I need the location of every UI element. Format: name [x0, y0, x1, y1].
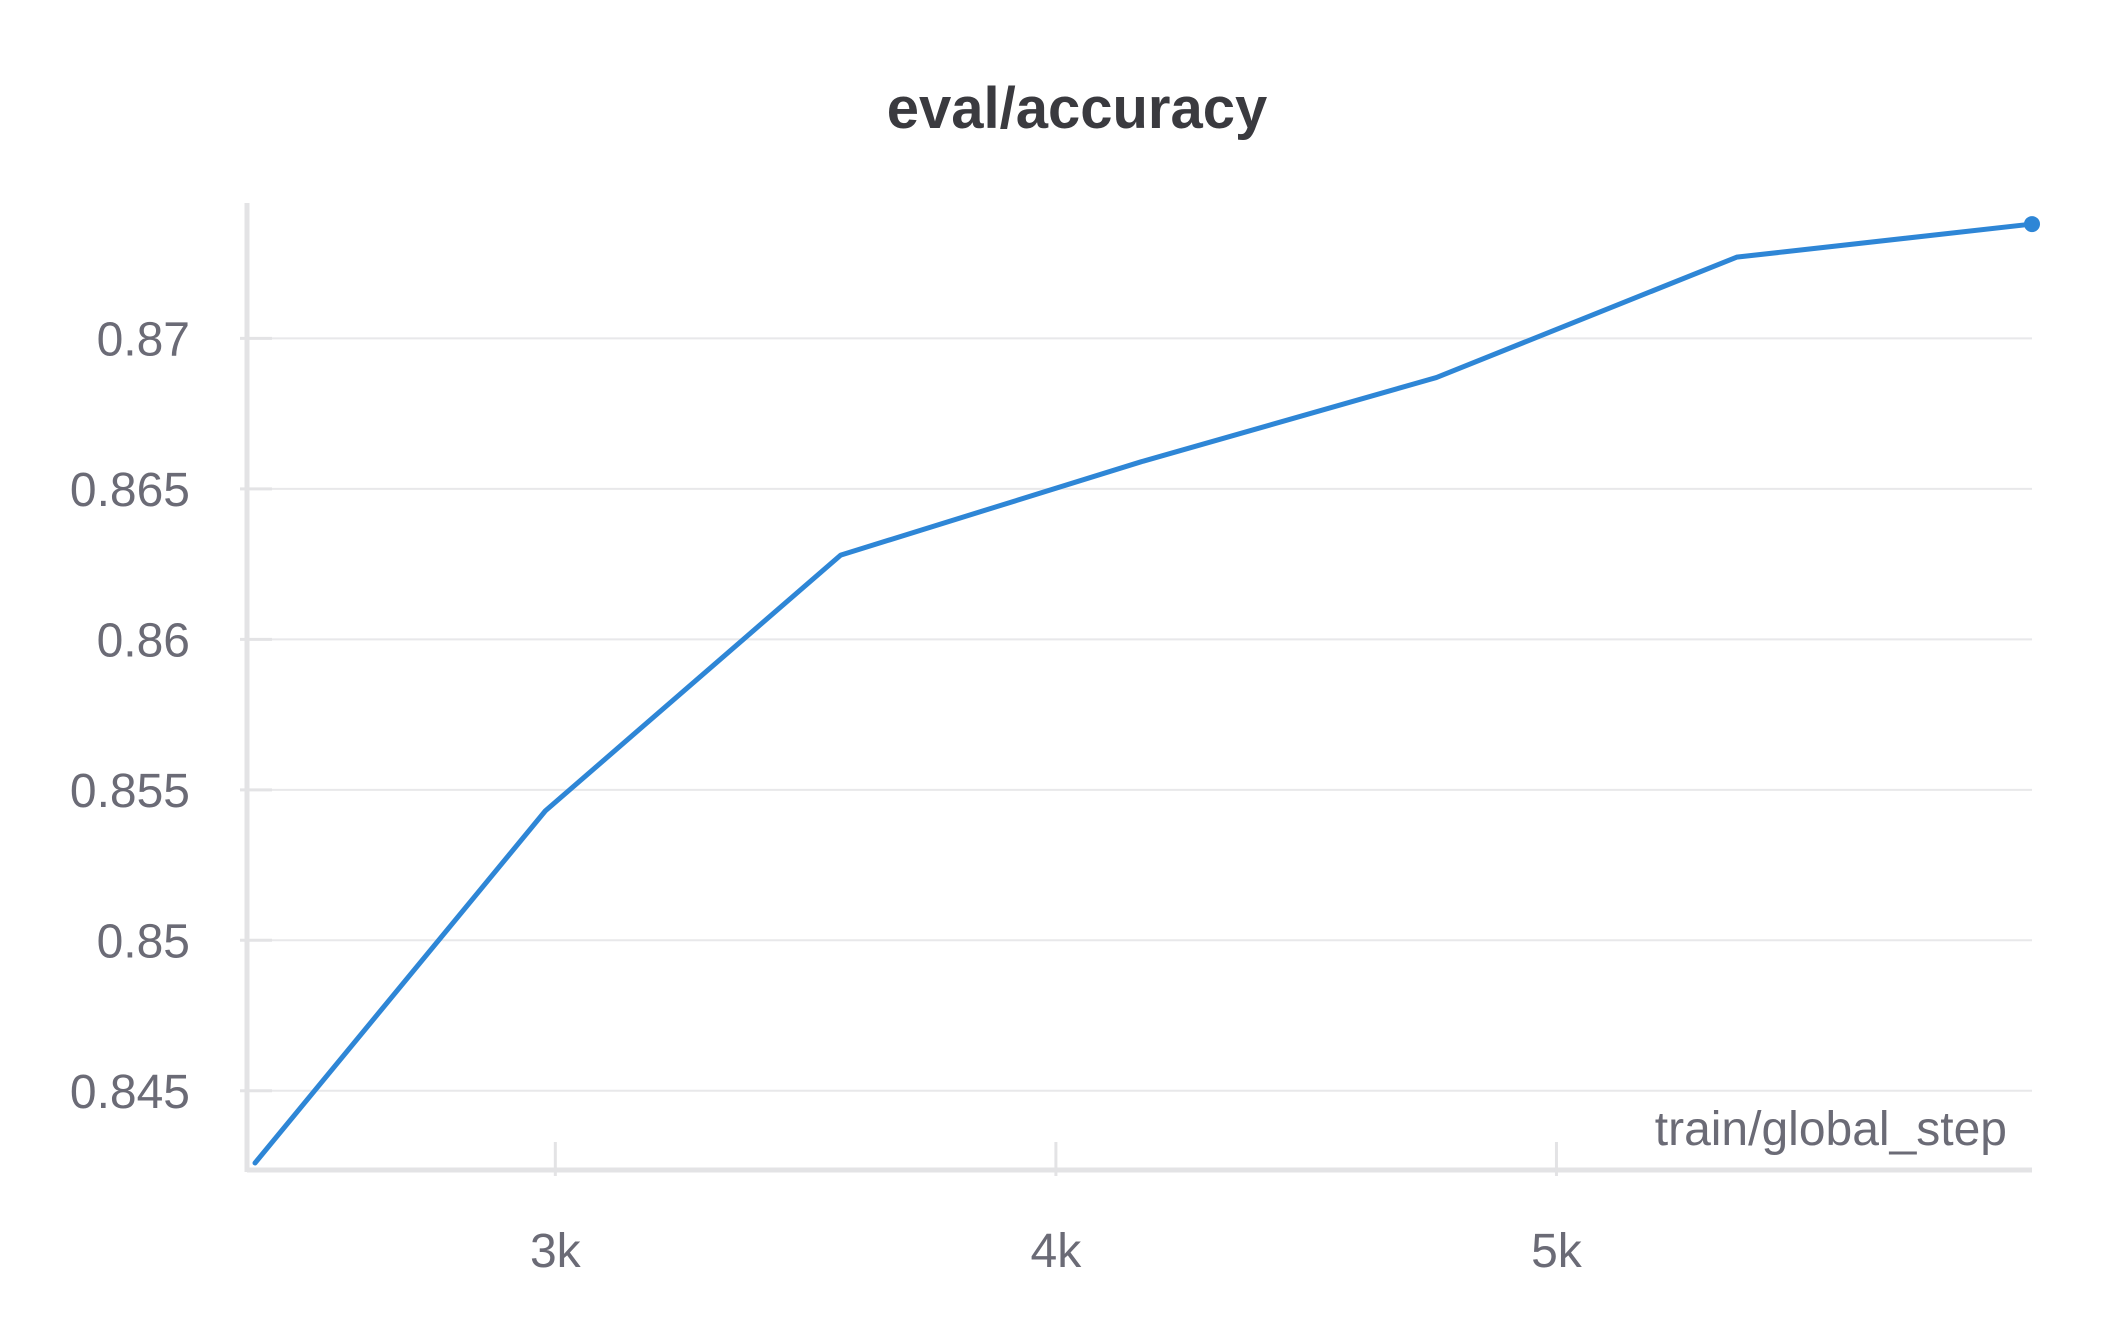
data-point	[1141, 461, 1142, 462]
series-line	[252, 221, 2035, 1166]
data-point	[1436, 377, 1437, 378]
y-tick-label: 0.865	[70, 464, 190, 517]
x-tick-label: 4k	[1031, 1225, 1083, 1278]
y-tick-label: 0.855	[70, 765, 190, 818]
x-tick-label: 3k	[530, 1225, 582, 1278]
y-tick-label: 0.87	[97, 313, 190, 366]
gridlines	[247, 337, 2032, 1092]
y-tick-label: 0.86	[97, 614, 190, 667]
axes	[244, 203, 2032, 1173]
data-point	[840, 555, 841, 556]
series-end-point	[2024, 216, 2040, 233]
chart-title: eval/accuracy	[887, 76, 1268, 141]
y-tick-label: 0.85	[97, 915, 190, 968]
data-point	[545, 810, 546, 811]
x-ticks: 3k 4k 5k	[530, 1142, 1583, 1278]
data-point	[1736, 257, 1737, 258]
x-axis-label: train/global_step	[1655, 1103, 2007, 1156]
data-point	[255, 1162, 256, 1163]
x-tick-label: 5k	[1531, 1225, 1583, 1278]
y-ticks: 0.845 0.85 0.855 0.86 0.865 0.87	[70, 313, 272, 1119]
y-tick-label: 0.845	[70, 1066, 190, 1119]
series	[252, 216, 2040, 1166]
